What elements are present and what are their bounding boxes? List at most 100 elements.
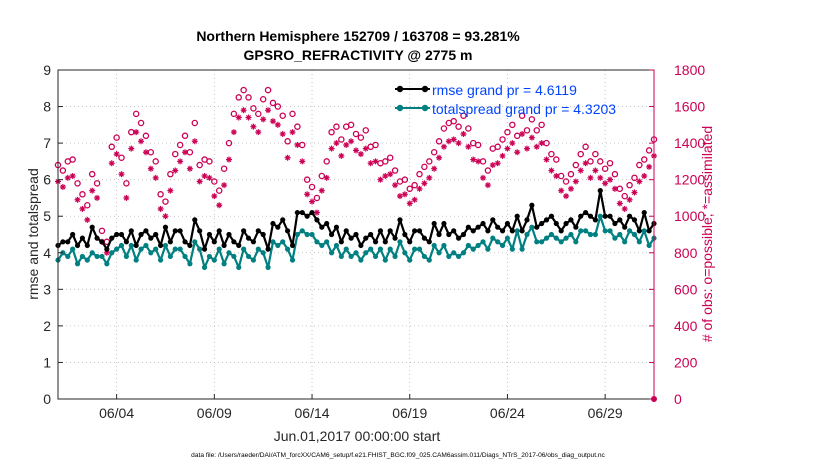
possible-obs-point — [259, 95, 267, 103]
rmse-point — [631, 217, 638, 223]
possible-obs-point — [601, 165, 609, 172]
asterisk-stroke — [299, 158, 305, 164]
rmse-point — [597, 188, 603, 194]
assimilated-obs-point — [333, 140, 340, 147]
assimilated-obs-point — [362, 145, 369, 152]
totalspread-point — [255, 246, 261, 252]
asterisk-stroke — [94, 195, 100, 201]
asterisk-stroke — [558, 188, 564, 194]
assimilated-obs-point — [372, 158, 379, 165]
possible-obs-point — [220, 165, 228, 172]
tick-label-y-right: 200 — [674, 354, 698, 370]
rmse-point — [231, 239, 237, 245]
possible-obs-point — [636, 161, 643, 169]
rmse-point — [182, 239, 188, 245]
asterisk-stroke — [529, 135, 535, 141]
asterisk-stroke — [592, 168, 598, 174]
totalspread-point — [490, 235, 496, 241]
possible-obs-point — [421, 163, 428, 171]
totalspread-point — [431, 242, 437, 249]
assimilated-obs-point — [348, 138, 355, 145]
asterisk-stroke — [568, 186, 574, 192]
assimilated-obs-point — [646, 163, 653, 170]
asterisk-stroke — [465, 144, 471, 150]
possible-obs-point — [118, 154, 125, 161]
asterisk-stroke — [314, 210, 320, 216]
assimilated-obs-point — [548, 167, 555, 174]
totalspread-point — [236, 264, 242, 270]
assimilated-obs-point — [357, 151, 364, 158]
assimilated-obs-point — [504, 145, 511, 152]
rmse-point — [636, 228, 642, 234]
asterisk-stroke — [250, 124, 256, 130]
legend-spread-marker-1 — [396, 104, 404, 112]
possible-obs-point — [592, 150, 599, 158]
assimilated-obs-point — [528, 134, 535, 141]
totalspread-point — [558, 239, 564, 245]
possible-obs-point — [279, 112, 286, 119]
rmse-point — [514, 213, 520, 219]
asterisk-stroke — [221, 182, 227, 188]
totalspread-point — [285, 246, 291, 252]
totalspread-point — [187, 261, 193, 267]
possible-obs-point — [338, 136, 345, 143]
possible-obs-point — [416, 170, 423, 178]
asterisk-stroke — [578, 168, 584, 174]
asterisk-stroke — [182, 149, 188, 155]
rmse-point — [265, 246, 271, 252]
possible-obs-point — [426, 158, 433, 165]
rmse-point — [602, 213, 608, 219]
assimilated-obs-point — [406, 200, 413, 207]
possible-obs-point — [176, 141, 184, 149]
totalspread-point — [553, 235, 559, 241]
possible-obs-point — [108, 143, 115, 151]
totalspread-point — [563, 235, 569, 241]
totalspread-point — [382, 257, 388, 263]
rmse-point — [573, 224, 579, 230]
asterisk-stroke — [490, 162, 496, 168]
possible-obs-point — [225, 139, 233, 147]
tick-label-y-right: 600 — [674, 281, 698, 297]
rmse-point — [74, 242, 81, 249]
totalspread-point — [348, 253, 354, 260]
possible-obs-point — [352, 130, 360, 138]
totalspread-point — [617, 231, 623, 238]
tick-label-y-left: 7 — [43, 135, 51, 151]
assimilated-obs-point — [64, 174, 71, 181]
chart-title: Northern Hemisphere 152709 / 163708 = 93… — [196, 28, 520, 44]
assimilated-obs-point — [113, 151, 120, 158]
legend-spread-marker-2 — [421, 104, 429, 112]
assimilated-obs-point — [318, 187, 325, 194]
rmse-point — [641, 209, 647, 216]
possible-obs-point — [435, 138, 443, 145]
possible-obs-point — [553, 156, 560, 163]
rmse-point — [539, 220, 545, 227]
possible-obs-point — [113, 134, 120, 141]
asterisk-stroke — [534, 144, 540, 150]
asterisk-stroke — [70, 173, 76, 179]
assimilated-obs-point — [577, 167, 584, 174]
totalspread-point — [602, 228, 608, 234]
rmse-point — [167, 239, 173, 245]
assimilated-obs-point — [260, 116, 267, 123]
possible-obs-point — [362, 127, 370, 134]
possible-obs-point — [567, 170, 575, 178]
assimilated-obs-point — [455, 140, 462, 147]
totalspread-point — [514, 228, 520, 234]
assimilated-obs-point — [279, 130, 286, 137]
rmse-point — [148, 235, 154, 241]
possible-obs-point — [504, 128, 511, 136]
totalspread-point — [280, 239, 286, 245]
totalspread-point — [480, 239, 486, 245]
rmse-point — [343, 228, 349, 234]
rmse-point — [153, 231, 159, 238]
asterisk-stroke — [431, 166, 437, 172]
possible-obs-point — [250, 105, 257, 112]
totalspread-point — [646, 242, 652, 249]
possible-obs-point — [264, 86, 272, 94]
totalspread-point — [314, 239, 320, 245]
possible-obs-point — [562, 178, 570, 185]
legend-rmse-marker-1 — [396, 85, 404, 93]
possible-obs-point — [269, 99, 277, 107]
